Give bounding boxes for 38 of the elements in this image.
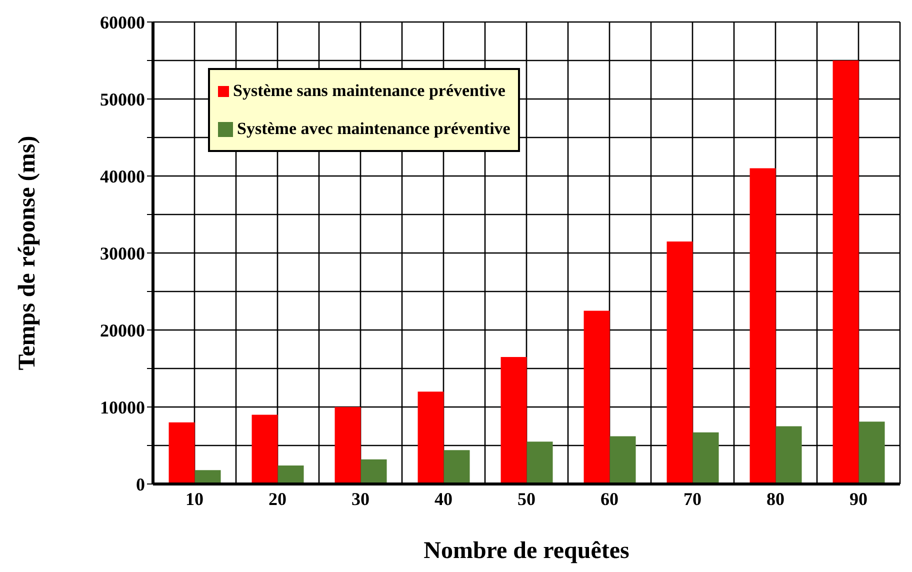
legend-label: Système avec maintenance préventive [237,118,510,140]
bar [278,466,304,484]
bar [750,168,776,484]
bar [666,241,693,484]
x-tick-label: 10 [186,488,204,509]
bar [526,442,553,484]
x-tick-label: 90 [850,488,868,509]
bar [194,470,221,484]
x-axis-title: Nombre de requêtes [424,538,630,564]
bar [444,450,470,484]
y-tick-label: 0 [136,474,145,494]
x-tick-label: 60 [600,488,618,509]
bar [776,426,802,484]
y-tick-label: 40000 [100,166,145,186]
x-tick-label: 30 [352,488,370,509]
bar [168,422,195,484]
bar [832,60,859,484]
bar [500,356,527,484]
y-tick-label: 10000 [100,397,145,418]
bar [858,422,885,484]
bar [692,432,719,484]
y-tick-label: 30000 [100,243,145,264]
bar [252,414,278,484]
bar [334,407,361,484]
x-tick-label: 80 [766,488,784,509]
y-tick-label: 50000 [100,89,145,110]
bar [584,310,610,484]
bar [610,436,636,484]
bar [418,392,444,484]
y-axis-title: Temps de réponse (ms) [14,136,41,370]
y-tick-label: 20000 [100,320,145,340]
bar [360,459,387,484]
x-tick-label: 50 [518,488,536,509]
legend-label: Système sans maintenance préventive [233,80,506,102]
x-tick-label: 40 [434,488,452,509]
x-tick-label: 20 [268,488,286,509]
x-tick-label: 70 [684,488,702,509]
y-tick-label: 60000 [100,12,145,32]
